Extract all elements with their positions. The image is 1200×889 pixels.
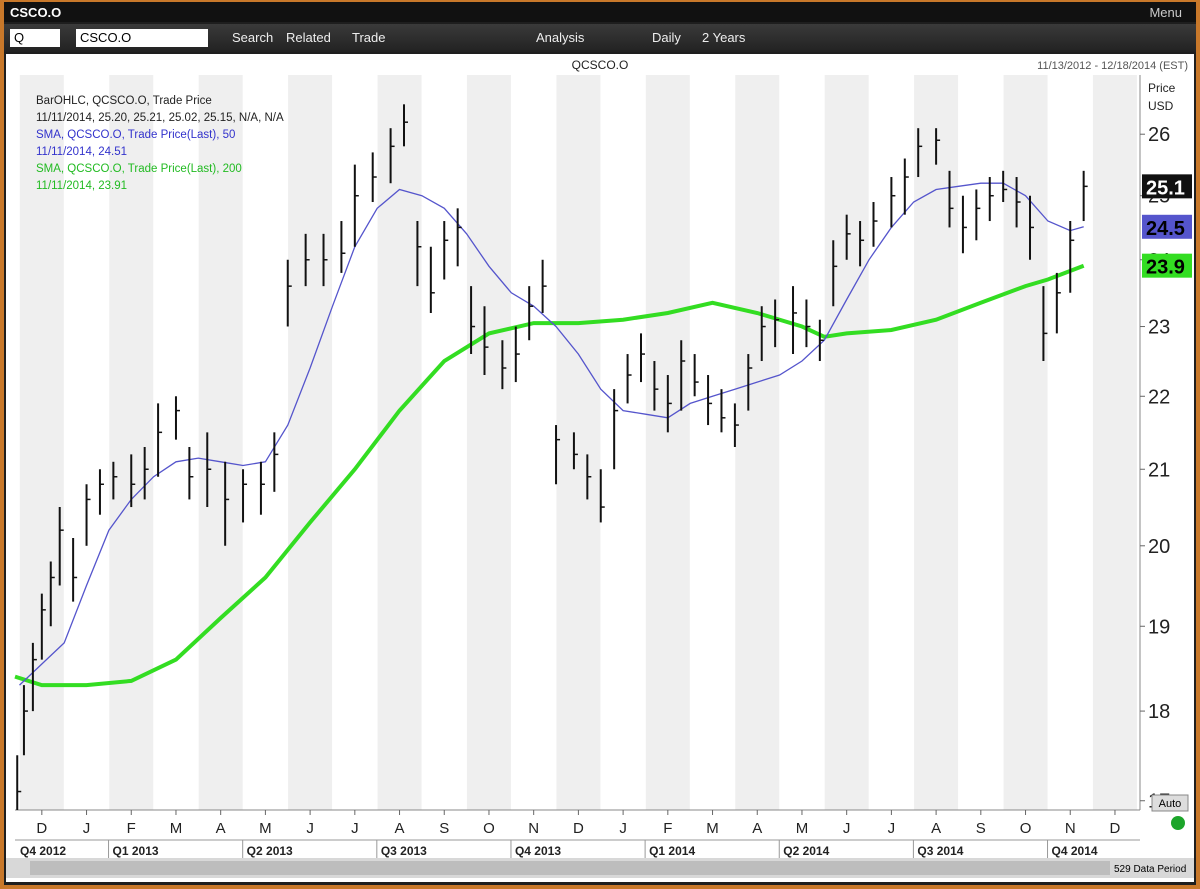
sma-line [19, 182, 1084, 686]
quarter-label: Q4 2014 [1052, 844, 1098, 858]
y-tick-label: 20 [1148, 536, 1170, 558]
legend-entry: BarOHLC, QCSCO.O, Trade Price [36, 95, 212, 107]
y-axis-label: Price [1148, 81, 1176, 95]
quarter-label: Q2 2014 [783, 844, 829, 858]
month-band [824, 75, 869, 810]
app-window: CSCO.O Menu Q CSCO.O Search Related Trad… [4, 2, 1196, 885]
price-tag-label: 24.5 [1146, 218, 1185, 240]
y-tick-label: 22 [1148, 386, 1170, 408]
auto-button[interactable]: Auto [1159, 798, 1182, 810]
x-tick-label: N [528, 820, 539, 837]
x-tick-label: J [351, 820, 359, 837]
related-menu[interactable]: Related [286, 30, 331, 45]
x-tick-label: J [843, 820, 851, 837]
x-tick-label: O [483, 820, 495, 837]
x-tick-label: A [395, 820, 405, 837]
x-tick-label: S [439, 820, 449, 837]
chart-panel: QCSCO.O 11/13/2012 - 12/18/2014 (EST) BarO… [6, 54, 1194, 882]
sma-line [14, 263, 1085, 688]
legend-entry: SMA, QCSCO.O, Trade Price(Last), 200 [36, 163, 242, 175]
legend-entry: 11/11/2014, 24.51 [36, 146, 127, 158]
month-band [198, 75, 243, 810]
quarter-label: Q1 2014 [649, 844, 695, 858]
y-axis-unit: USD [1148, 99, 1174, 113]
x-tick-label: O [1020, 820, 1032, 837]
month-band [735, 75, 780, 810]
month-band [377, 75, 422, 810]
month-band [1003, 75, 1048, 810]
range-menu[interactable]: 2 Years [702, 30, 746, 45]
status-indicator [1171, 816, 1185, 830]
x-tick-label: M [259, 820, 272, 837]
x-tick-label: F [127, 820, 136, 837]
chart-title: QCSCO.O [572, 58, 629, 72]
mode-select[interactable]: Q [10, 29, 60, 47]
x-tick-label: N [1065, 820, 1076, 837]
x-tick-label: S [976, 820, 986, 837]
trade-menu[interactable]: Trade [352, 30, 386, 45]
x-tick-label: D [573, 820, 584, 837]
data-period[interactable]: 529 Data Period [1114, 864, 1186, 875]
legend-entry: SMA, QCSCO.O, Trade Price(Last), 50 [36, 129, 235, 141]
quarter-label: Q3 2013 [381, 844, 427, 858]
x-tick-label: M [170, 820, 183, 837]
interval-menu[interactable]: Daily [652, 30, 681, 45]
x-tick-label: A [931, 820, 941, 837]
scroll-thumb[interactable] [30, 861, 1110, 875]
window-title: CSCO.O [10, 5, 62, 20]
analysis-menu[interactable]: Analysis [536, 30, 585, 45]
month-band [645, 75, 690, 810]
menu-button[interactable]: Menu [1149, 5, 1182, 20]
quarter-label: Q4 2013 [515, 844, 561, 858]
y-tick-label: 18 [1148, 701, 1170, 723]
price-tag [1142, 174, 1192, 199]
month-band [109, 75, 154, 810]
x-tick-label: M [706, 820, 719, 837]
quarter-label: Q2 2013 [247, 844, 293, 858]
price-tag [1142, 214, 1192, 239]
x-tick-label: D [1110, 820, 1121, 837]
price-tag [1142, 253, 1192, 278]
date-range: 11/13/2012 - 12/18/2014 (EST) [1037, 60, 1188, 72]
quarter-label: Q1 2013 [113, 844, 159, 858]
x-tick-label: A [752, 820, 762, 837]
month-band [288, 75, 333, 810]
x-tick-label: F [663, 820, 672, 837]
month-band [914, 75, 959, 810]
x-tick-label: J [306, 820, 314, 837]
x-tick-label: D [36, 820, 47, 837]
chart: QCSCO.O 11/13/2012 - 12/18/2014 (EST) BarO… [6, 58, 1194, 878]
price-tag-label: 25.1 [1146, 177, 1185, 199]
symbol-input[interactable]: CSCO.O [76, 29, 208, 47]
price-tag-label: 23.9 [1146, 257, 1185, 279]
x-tick-label: J [619, 820, 627, 837]
x-tick-label: M [796, 820, 809, 837]
search-button[interactable]: Search [232, 30, 274, 45]
auto-button-bg[interactable] [1151, 794, 1189, 812]
month-band [466, 75, 511, 810]
y-tick-label: 21 [1148, 459, 1170, 481]
x-tick-label: J [83, 820, 91, 837]
legend-entry: 11/11/2014, 23.91 [36, 180, 127, 192]
toolbar: Q CSCO.O Search Related Trade Analysis D… [4, 24, 1196, 52]
x-tick-label: J [888, 820, 896, 837]
quarter-label: Q4 2012 [20, 844, 66, 858]
y-tick-label: 23 [1148, 317, 1170, 339]
month-band [1092, 75, 1137, 810]
month-band [19, 75, 64, 810]
y-tick-label: 19 [1148, 616, 1170, 638]
y-tick-label: 26 [1148, 124, 1170, 146]
quarter-label: Q3 2014 [917, 844, 963, 858]
title-bar: CSCO.O Menu [4, 2, 1196, 22]
month-band [556, 75, 601, 810]
x-tick-label: A [216, 820, 226, 837]
legend-entry: 11/11/2014, 25.20, 25.21, 25.02, 25.15, … [36, 112, 284, 124]
